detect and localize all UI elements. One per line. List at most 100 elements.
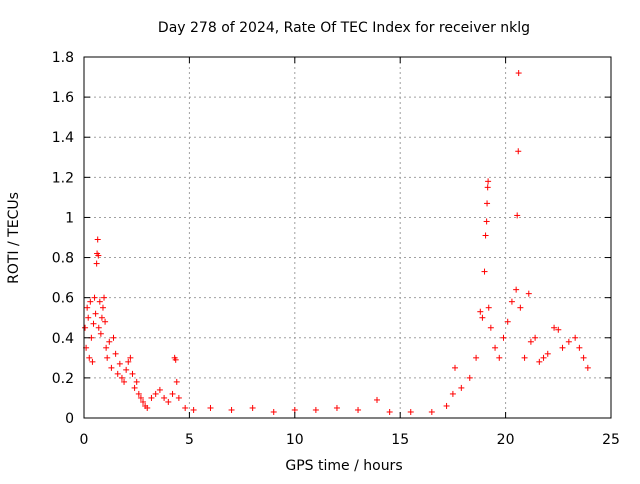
data-point [137, 394, 144, 401]
data-point [90, 320, 97, 327]
data-point [103, 344, 110, 351]
y-tick-label: 0.2 [52, 371, 74, 387]
y-axis-label: ROTI / TECUs [6, 192, 22, 284]
data-point [85, 314, 92, 321]
data-point [87, 298, 94, 305]
data-point [449, 390, 456, 397]
grid-lines [84, 57, 611, 418]
data-point [428, 408, 435, 415]
data-point [131, 384, 138, 391]
data-point [102, 318, 109, 325]
data-point [172, 356, 179, 363]
x-tick-label: 10 [286, 432, 304, 448]
data-point [173, 378, 180, 385]
data-point [169, 390, 176, 397]
data-point [144, 404, 151, 411]
data-point [508, 298, 515, 305]
data-point [536, 358, 543, 365]
data-point [92, 310, 99, 317]
data-point [95, 252, 102, 259]
data-point [492, 344, 499, 351]
data-point [514, 212, 521, 219]
data-point [249, 404, 256, 411]
data-point [110, 334, 117, 341]
data-point [291, 406, 298, 413]
data-point [333, 404, 340, 411]
data-point [190, 406, 197, 413]
data-point [555, 326, 562, 333]
data-point [479, 314, 486, 321]
data-point [540, 354, 547, 361]
y-tick-label: 0.8 [52, 251, 74, 267]
data-point [148, 394, 155, 401]
x-tick-label: 5 [185, 432, 194, 448]
data-point [487, 324, 494, 331]
data-point [481, 268, 488, 275]
data-point [112, 350, 119, 357]
data-point [98, 314, 105, 321]
data-point [114, 370, 121, 377]
data-point [84, 304, 91, 311]
data-point [551, 324, 558, 331]
data-point [527, 338, 534, 345]
data-point [104, 354, 111, 361]
data-point [91, 294, 98, 301]
data-point [165, 398, 172, 405]
data-point [175, 394, 182, 401]
data-point [125, 358, 132, 365]
data-point [270, 408, 277, 415]
data-point [452, 364, 459, 371]
y-tick-label: 1.6 [52, 90, 74, 106]
data-point [161, 394, 168, 401]
data-point [374, 396, 381, 403]
data-point [515, 70, 522, 77]
data-point [108, 364, 115, 371]
data-point [572, 334, 579, 341]
data-point [513, 286, 520, 293]
data-point [580, 354, 587, 361]
data-point [525, 290, 532, 297]
data-point [576, 344, 583, 351]
data-point [466, 374, 473, 381]
y-tick-label: 1.2 [52, 170, 74, 186]
data-point [355, 406, 362, 413]
data-point [121, 378, 128, 385]
data-points [82, 70, 591, 415]
data-point [129, 370, 136, 377]
data-point [517, 304, 524, 311]
data-point [95, 324, 102, 331]
data-point [93, 260, 100, 267]
data-point [473, 354, 480, 361]
data-point [584, 364, 591, 371]
x-tick-label: 25 [602, 432, 620, 448]
data-point [483, 218, 490, 225]
x-tick-label: 0 [80, 432, 89, 448]
data-point [484, 184, 491, 191]
data-point [99, 304, 106, 311]
data-point [504, 318, 511, 325]
data-point [485, 178, 492, 185]
data-point [559, 344, 566, 351]
data-point [500, 334, 507, 341]
data-point [443, 402, 450, 409]
data-point [96, 298, 103, 305]
y-tick-label: 1.4 [52, 130, 74, 146]
data-point [86, 354, 93, 361]
y-tick-label: 0.4 [52, 331, 74, 347]
data-point [484, 200, 491, 207]
data-point [532, 334, 539, 341]
y-tick-label: 1 [65, 210, 74, 226]
data-point [152, 390, 159, 397]
data-point [89, 358, 96, 365]
data-point [228, 406, 235, 413]
data-point [496, 354, 503, 361]
data-point [182, 404, 189, 411]
data-point [94, 236, 101, 243]
data-point [407, 408, 414, 415]
data-point [544, 350, 551, 357]
data-point [458, 384, 465, 391]
y-tick-label: 0 [65, 411, 74, 427]
data-point [123, 366, 130, 373]
y-tick-label: 0.6 [52, 291, 74, 307]
